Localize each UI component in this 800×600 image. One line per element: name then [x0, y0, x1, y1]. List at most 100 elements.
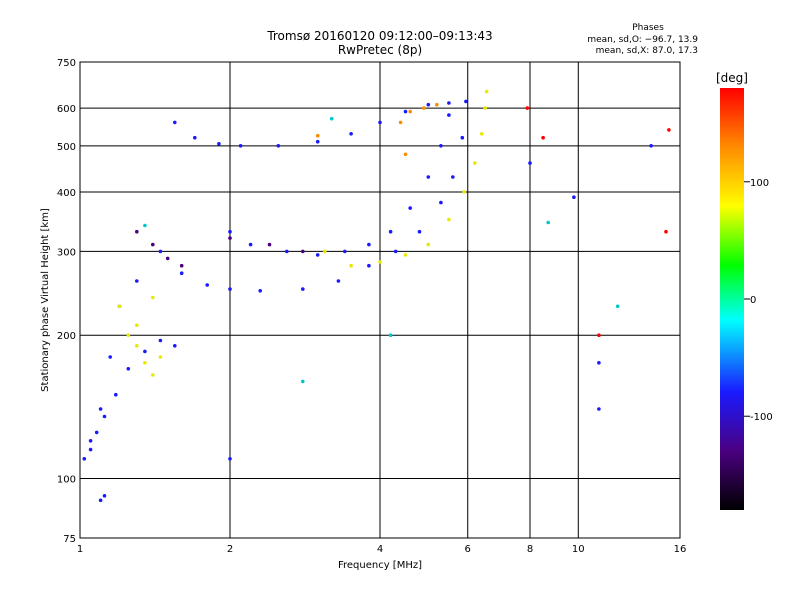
data-point	[301, 287, 305, 291]
data-point	[301, 379, 305, 384]
data-point	[135, 279, 139, 283]
colorbar-label: [deg]	[716, 71, 748, 85]
data-point	[143, 223, 147, 228]
stats-line-o: mean, sd,O: −96.7, 13.9	[587, 35, 698, 45]
data-point	[664, 229, 668, 234]
stats-line-x: mean, sd,X: 87.0, 17.3	[596, 46, 698, 56]
x-axis-label: Frequency [MHz]	[338, 560, 422, 571]
data-point	[393, 249, 398, 254]
x-tick-label: 10	[572, 544, 585, 555]
data-point	[94, 430, 99, 435]
data-point	[378, 120, 382, 125]
data-point	[422, 106, 426, 110]
colorbar	[720, 88, 744, 510]
data-point	[143, 361, 147, 365]
data-point	[462, 190, 466, 194]
data-point	[135, 229, 139, 234]
chart-subtitle: RwPretec (8p)	[338, 43, 422, 57]
y-tick-label: 750	[57, 58, 76, 69]
data-point	[483, 106, 487, 110]
data-point	[597, 407, 601, 411]
data-point	[546, 220, 550, 225]
data-point	[151, 373, 155, 377]
data-point	[126, 367, 131, 371]
data-point	[248, 242, 253, 247]
data-point	[426, 242, 431, 247]
axis-ticks: 1 2 4 6 8 10 16 75 100 200 300 400 500 600 750	[57, 58, 686, 555]
data-point	[528, 161, 532, 165]
data-point	[179, 263, 184, 268]
data-point	[158, 355, 163, 359]
data-point	[238, 144, 243, 148]
data-point	[525, 106, 530, 110]
y-tick-label: 300	[57, 247, 76, 258]
y-tick-label: 75	[63, 534, 76, 545]
colorbar-ticks: 100 0 -100	[744, 178, 773, 423]
data-point	[151, 242, 155, 247]
stats-heading: Phases	[632, 23, 664, 33]
data-point	[597, 361, 601, 365]
data-point	[117, 304, 122, 309]
colorbar-tick-label: 100	[750, 178, 769, 189]
data-point	[315, 133, 320, 138]
y-tick-label: 400	[57, 188, 76, 199]
data-point	[114, 392, 118, 397]
data-point	[349, 263, 353, 268]
data-point	[403, 253, 408, 257]
data-point	[408, 206, 413, 210]
data-point	[102, 494, 107, 498]
x-tick-label: 1	[77, 544, 83, 555]
data-point	[388, 229, 393, 234]
data-point	[473, 161, 477, 165]
data-point	[447, 113, 451, 117]
data-point	[479, 132, 484, 136]
data-point	[258, 289, 263, 293]
y-axis-label: Stationary phase Virtual Height [km]	[40, 208, 51, 392]
data-point	[228, 236, 232, 240]
data-point	[323, 249, 327, 254]
data-points	[82, 89, 671, 503]
data-point	[667, 128, 671, 132]
data-point	[541, 135, 545, 140]
data-point	[228, 229, 232, 234]
data-point	[165, 256, 170, 261]
data-point	[388, 333, 393, 338]
data-point	[329, 116, 334, 121]
data-point	[315, 139, 320, 144]
data-point	[367, 263, 371, 268]
data-point	[426, 102, 431, 107]
data-point	[572, 195, 576, 199]
data-point	[82, 457, 87, 461]
colorbar-tick-label: 0	[750, 295, 756, 306]
data-point	[398, 120, 403, 125]
y-tick-label: 500	[57, 142, 76, 153]
data-point	[343, 249, 347, 254]
data-point	[98, 407, 103, 411]
data-point	[228, 287, 232, 291]
data-point	[193, 135, 197, 140]
data-point	[451, 175, 455, 179]
data-point	[179, 271, 184, 276]
data-point	[408, 109, 413, 114]
data-point	[447, 101, 451, 105]
data-point	[228, 457, 232, 461]
data-point	[464, 99, 468, 104]
data-point	[597, 333, 601, 338]
data-point	[108, 355, 112, 359]
data-point	[439, 144, 443, 148]
data-point	[135, 323, 139, 328]
data-point	[173, 120, 177, 125]
data-point	[417, 229, 422, 234]
data-point	[158, 249, 163, 254]
data-point	[88, 439, 93, 443]
data-point	[285, 249, 289, 254]
data-point	[126, 333, 131, 338]
x-tick-label: 2	[227, 544, 233, 555]
data-point	[98, 498, 103, 503]
data-point	[267, 242, 272, 247]
chart-title: Tromsø 20160120 09:12:00–09:13:43	[266, 29, 492, 43]
data-point	[217, 142, 221, 146]
data-point	[615, 304, 620, 309]
data-point	[403, 152, 408, 157]
